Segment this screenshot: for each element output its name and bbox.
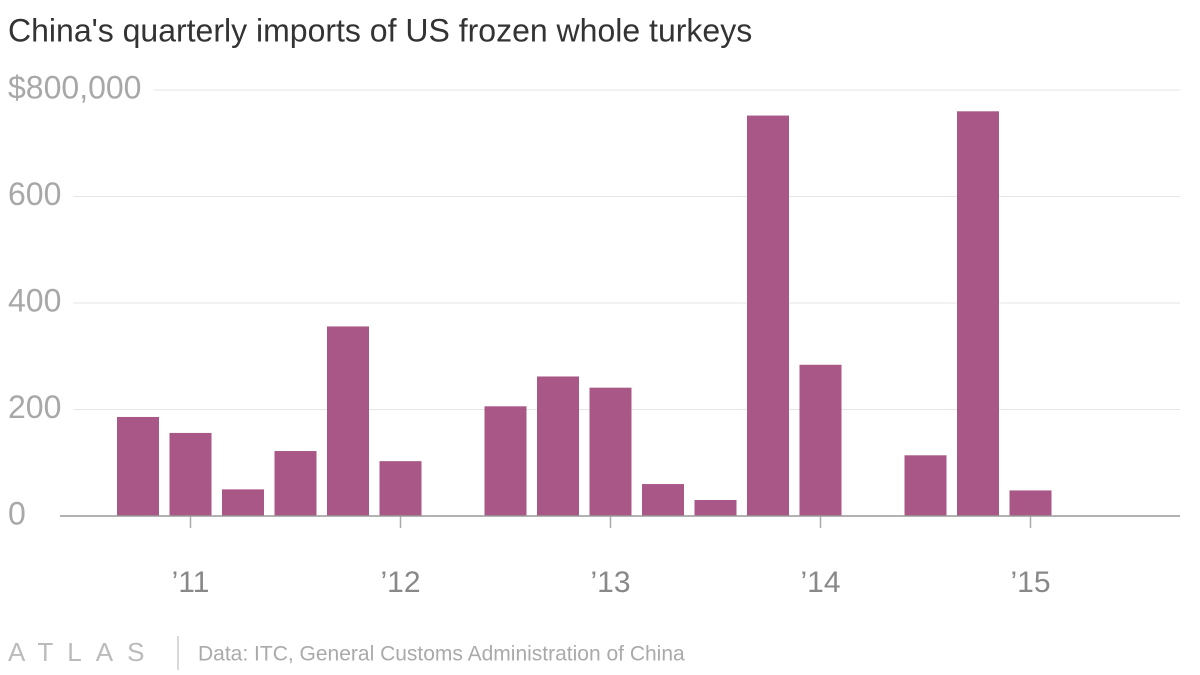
x-tick-label: ’15 [1010, 566, 1050, 599]
bar [484, 406, 527, 516]
bar [1009, 490, 1052, 516]
bar [642, 484, 684, 516]
bar [327, 326, 369, 516]
bar [537, 376, 579, 516]
x-tick-label: ’13 [590, 566, 630, 599]
y-tick-label: 400 [8, 282, 61, 318]
chart-title: China's quarterly imports of US frozen w… [8, 12, 752, 48]
bar [379, 461, 422, 516]
y-tick-label: 200 [8, 389, 61, 425]
bar [589, 387, 632, 516]
bar [799, 364, 842, 516]
bar [222, 489, 264, 516]
x-tick-label: ’11 [172, 566, 210, 599]
bar [694, 500, 737, 516]
bar [169, 432, 212, 516]
logo: ATLAS [8, 637, 158, 667]
x-tick-label: ’12 [380, 566, 420, 599]
source: Data: ITC, General Customs Administratio… [198, 643, 685, 666]
bar [957, 111, 999, 517]
x-tick-label: ’14 [800, 566, 840, 599]
bar [117, 416, 159, 516]
y-tick-label: 600 [8, 176, 61, 212]
y-tick-label: 0 [8, 495, 26, 531]
bar [747, 115, 789, 516]
y-tick-label: $800,000 [8, 69, 141, 105]
bar [274, 451, 317, 516]
bar [904, 455, 947, 516]
